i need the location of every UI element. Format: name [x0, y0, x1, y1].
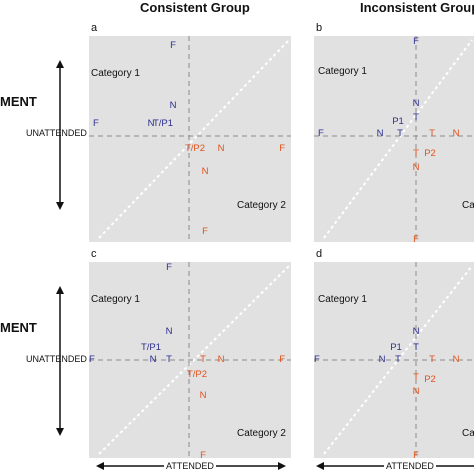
marker-blue-p1: P1	[392, 116, 404, 127]
category-2-label: Category 2	[237, 200, 286, 211]
marker-red-f: F	[413, 450, 419, 458]
marker-blue-n: N	[379, 354, 386, 365]
panel-letter-a: a	[91, 22, 98, 34]
marker-blue-t: T	[397, 128, 403, 139]
marker-blue-n: N	[148, 118, 155, 129]
marker-blue-t: T	[413, 112, 419, 123]
marker-red-n: N	[202, 166, 209, 177]
marker-blue-f: F	[166, 262, 172, 273]
marker-red-p2: P2	[424, 148, 436, 159]
marker-red-n: N	[218, 143, 225, 154]
marker-red-t: T	[429, 128, 435, 139]
category-2-label: Ca	[462, 200, 474, 211]
marker-red-n: N	[453, 354, 460, 365]
marker-blue-n: N	[150, 354, 157, 365]
marker-red-t: T	[429, 354, 435, 365]
panel-background	[314, 262, 474, 458]
panel-letter-d: d	[316, 248, 323, 260]
marker-blue-t: T	[166, 354, 172, 365]
marker-blue-f: F	[314, 354, 320, 365]
marker-red-t: T	[200, 354, 206, 365]
marker-blue-f: F	[318, 128, 324, 139]
marker-blue-n: N	[413, 326, 420, 337]
marker-red-f: F	[413, 234, 419, 242]
category-2-label: Ca	[462, 428, 474, 439]
marker-red-f: F	[202, 226, 208, 237]
marker-red-t: T	[413, 372, 419, 383]
category-2-label: Category 2	[237, 428, 286, 439]
panel-letter-c: c	[91, 248, 97, 260]
diagonal-reference-line	[323, 265, 473, 455]
marker-red-f: F	[279, 354, 285, 365]
marker-red-n: N	[218, 354, 225, 365]
category-1-label: Category 1	[91, 68, 140, 79]
category-1-label: Category 1	[318, 66, 367, 77]
side-label-bottom: MENT	[0, 320, 37, 335]
marker-blue-n: N	[166, 326, 173, 337]
marker-red-n: N	[413, 386, 420, 397]
panel-background	[89, 36, 291, 242]
marker-red-n: N	[200, 390, 207, 401]
attended-label-left: ATTENDED	[164, 461, 216, 471]
marker-red-t-p2: T/P2	[185, 143, 205, 154]
attended-label-right: ATTENDED	[384, 461, 436, 471]
marker-blue-t-p1: T/P1	[153, 118, 173, 129]
diagonal-reference-line	[98, 265, 290, 455]
marker-red-t-p2: T/P2	[187, 369, 207, 380]
vertical-arrow-top	[56, 60, 64, 210]
marker-blue-n: N	[413, 98, 420, 109]
side-label-top: MENT	[0, 94, 37, 109]
marker-blue-p1: P1	[390, 342, 402, 353]
marker-blue-f: F	[89, 354, 95, 365]
marker-blue-f: F	[93, 118, 99, 129]
header-inconsistent-group: Inconsistent Group	[360, 0, 474, 15]
marker-blue-f: F	[413, 36, 419, 47]
marker-red-n: N	[413, 162, 420, 173]
marker-blue-n: N	[170, 100, 177, 111]
diagonal-reference-line	[323, 39, 473, 239]
marker-red-p2: P2	[424, 374, 436, 385]
marker-red-f: F	[200, 450, 206, 458]
marker-blue-t: T	[395, 354, 401, 365]
category-1-label: Category 1	[91, 294, 140, 305]
marker-red-f: F	[279, 143, 285, 154]
vertical-arrow-bottom	[56, 286, 64, 436]
marker-red-t: T	[413, 148, 419, 159]
marker-blue-n: N	[377, 128, 384, 139]
marker-blue-t-p1: T/P1	[141, 342, 161, 353]
unattended-label-top: UNATTENDED	[26, 128, 87, 138]
header-consistent-group: Consistent Group	[140, 0, 250, 15]
marker-blue-f: F	[170, 40, 176, 51]
panel-letter-b: b	[316, 22, 323, 34]
marker-blue-t: T	[413, 342, 419, 353]
marker-red-n: N	[453, 128, 460, 139]
unattended-label-bottom: UNATTENDED	[26, 354, 87, 364]
panel-background	[314, 36, 474, 242]
diagonal-reference-line	[98, 39, 290, 239]
category-1-label: Category 1	[318, 294, 367, 305]
